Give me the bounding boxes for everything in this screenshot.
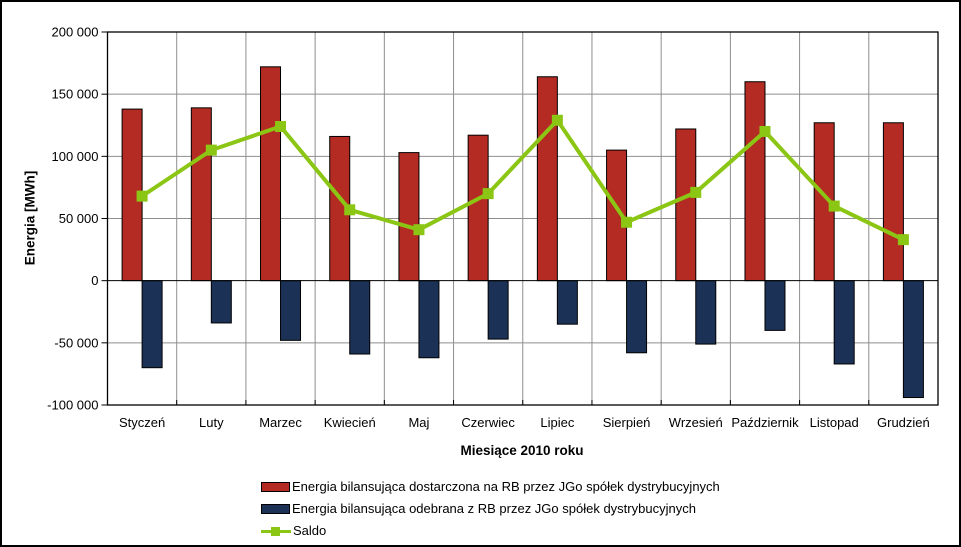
saldo-marker-Maj (413, 224, 425, 236)
bar-delivered-Luty (190, 107, 212, 282)
saldo-marker-Lipiec (551, 114, 563, 126)
saldo-marker-Październik (759, 125, 771, 137)
x-category-labels: Styczeń Luty Marzec Kwiecień Maj Czerwiec Lipi… (119, 415, 930, 430)
bar-received-Wrzesień (695, 280, 717, 345)
legend-label-received: Energia bilansująca odebrana z RB przez … (292, 501, 696, 516)
y-tick-label: -100 000 (47, 398, 98, 413)
x-category-label-Wrzesień: Wrzesień (669, 415, 723, 430)
axis-ticks (101, 31, 939, 406)
x-category-label-Styczeń: Styczeń (119, 415, 165, 430)
bar-delivered-Lipiec (536, 76, 558, 282)
bar-received-Sierpień (626, 280, 648, 354)
x-category-label-Lipiec: Lipiec (540, 415, 574, 430)
bar-delivered-Październik (744, 81, 766, 282)
bar-received-Styczeń (141, 280, 163, 369)
x-category-label-Kwiecień: Kwiecień (324, 415, 376, 430)
bar-received-Kwiecień (349, 280, 371, 355)
legend-item-received: Energia bilansująca odebrana z RB przez … (261, 498, 720, 520)
saldo-marker-Kwiecień (344, 204, 356, 216)
saldo-marker-Wrzesień (690, 186, 702, 198)
bar-received-Maj (418, 280, 440, 359)
y-tick-labels: 200 000 150 000 100 000 50 000 0 -50 000 -100 … (47, 25, 98, 413)
x-category-label-Luty: Luty (199, 415, 224, 430)
y-tick-label: 0 (91, 273, 98, 288)
y-tick-label: -50 000 (54, 335, 98, 350)
gridlines (107, 32, 938, 405)
x-category-label-Listopad: Listopad (810, 415, 859, 430)
saldo-marker-Listopad (828, 200, 840, 212)
bar-received-Luty (210, 280, 232, 324)
x-category-label-Grudzień: Grudzień (877, 415, 930, 430)
bar-delivered-Marzec (260, 66, 282, 282)
legend-item-delivered: Energia bilansująca dostarczona na RB pr… (261, 476, 720, 498)
legend-swatch-received-icon (261, 504, 290, 514)
x-category-label-Czerwiec: Czerwiec (461, 415, 515, 430)
legend-swatch-saldo-icon (261, 526, 291, 537)
bar-received-Marzec (280, 280, 302, 341)
legend-item-saldo: Saldo (261, 520, 720, 542)
x-category-label-Marzec: Marzec (259, 415, 302, 430)
bars-received (141, 280, 924, 399)
bar-delivered-Czerwiec (467, 134, 489, 282)
bar-delivered-Wrzesień (675, 128, 697, 282)
x-category-label-Październik: Październik (731, 415, 799, 430)
bar-received-Październik (764, 280, 786, 331)
saldo-line (140, 118, 906, 242)
x-axis-title: Miesiące 2010 roku (460, 443, 584, 458)
saldo-marker-Grudzień (897, 234, 909, 246)
y-tick-label: 200 000 (52, 25, 99, 40)
legend-label-delivered: Energia bilansująca dostarczona na RB pr… (292, 479, 720, 494)
legend: Energia bilansująca dostarczona na RB pr… (261, 476, 720, 542)
saldo-marker-Luty (205, 144, 217, 156)
bar-received-Grudzień (902, 280, 924, 399)
y-axis-title: Energia [MWh] (22, 170, 38, 266)
bar-received-Lipiec (556, 280, 578, 325)
bar-delivered-Grudzień (882, 122, 904, 282)
legend-label-saldo: Saldo (293, 523, 327, 538)
y-tick-label: 50 000 (59, 211, 99, 226)
bars-delivered (121, 66, 904, 282)
bar-received-Czerwiec (487, 280, 509, 340)
bar-received-Listopad (833, 280, 855, 365)
saldo-marker-Styczeń (136, 190, 148, 202)
y-tick-label: 150 000 (52, 87, 99, 102)
saldo-marker-Czerwiec (482, 188, 494, 200)
x-category-label-Sierpień: Sierpień (603, 415, 651, 430)
saldo-marker-Sierpień (621, 216, 633, 228)
x-category-label-Maj: Maj (408, 415, 429, 430)
saldo-marker-Marzec (275, 120, 287, 132)
legend-swatch-delivered-icon (261, 482, 290, 492)
y-tick-label: 100 000 (52, 149, 99, 164)
bar-delivered-Maj (398, 152, 420, 282)
